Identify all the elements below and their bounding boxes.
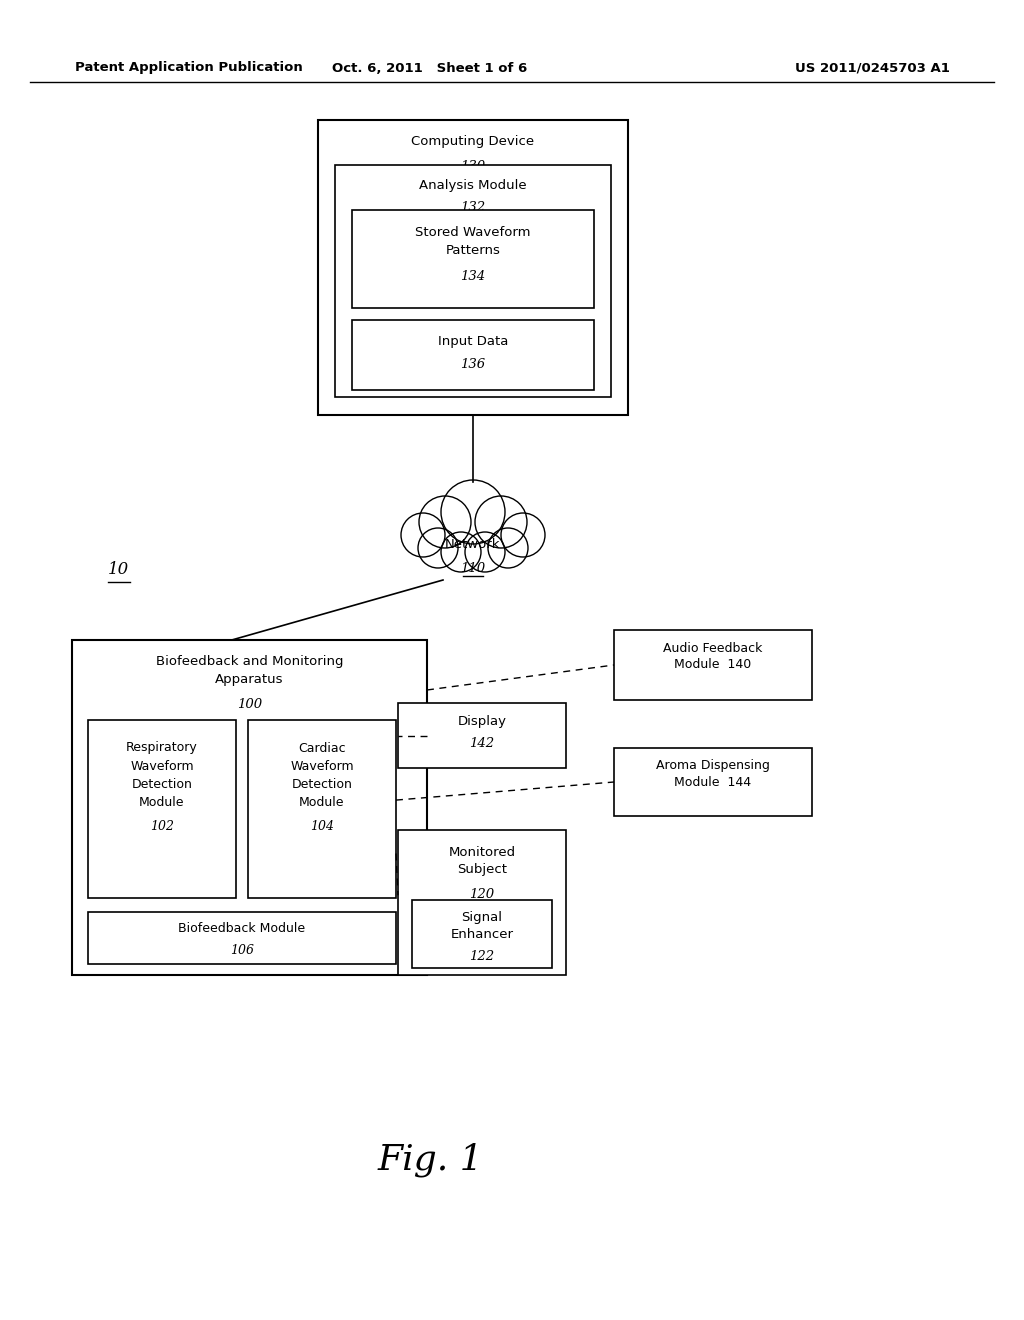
- Bar: [614, 630, 812, 700]
- Bar: [352, 319, 594, 389]
- Text: 130: 130: [461, 160, 485, 173]
- Bar: [406, 520, 541, 570]
- Bar: [352, 210, 594, 308]
- Text: 100: 100: [237, 698, 262, 711]
- Text: Module: Module: [299, 796, 345, 808]
- Bar: [72, 640, 427, 975]
- Circle shape: [418, 528, 458, 568]
- Text: Network: Network: [445, 539, 501, 552]
- Text: Oct. 6, 2011   Sheet 1 of 6: Oct. 6, 2011 Sheet 1 of 6: [333, 62, 527, 74]
- Text: Monitored: Monitored: [449, 846, 515, 858]
- Text: Apparatus: Apparatus: [215, 673, 284, 686]
- Text: Module: Module: [139, 796, 184, 808]
- Bar: [88, 912, 396, 964]
- Text: Module  140: Module 140: [675, 657, 752, 671]
- Text: US 2011/0245703 A1: US 2011/0245703 A1: [795, 62, 950, 74]
- Circle shape: [441, 532, 481, 572]
- Text: Enhancer: Enhancer: [451, 928, 513, 940]
- Bar: [88, 719, 236, 898]
- Circle shape: [501, 513, 545, 557]
- Text: Stored Waveform: Stored Waveform: [416, 226, 530, 239]
- Bar: [398, 830, 566, 975]
- Text: Fig. 1: Fig. 1: [377, 1143, 483, 1177]
- Text: Respiratory: Respiratory: [126, 742, 198, 755]
- Text: Module  144: Module 144: [675, 776, 752, 788]
- Circle shape: [419, 496, 471, 548]
- Text: Waveform: Waveform: [290, 759, 354, 772]
- Circle shape: [401, 513, 445, 557]
- Text: Computing Device: Computing Device: [412, 136, 535, 149]
- Bar: [412, 900, 552, 968]
- Text: 136: 136: [461, 358, 485, 371]
- Text: Biofeedback and Monitoring: Biofeedback and Monitoring: [156, 656, 343, 668]
- Text: Subject: Subject: [457, 863, 507, 876]
- Text: Patent Application Publication: Patent Application Publication: [75, 62, 303, 74]
- Text: 122: 122: [469, 950, 495, 964]
- Text: 10: 10: [108, 561, 129, 578]
- Circle shape: [465, 532, 505, 572]
- Text: 102: 102: [150, 820, 174, 833]
- Text: 134: 134: [461, 271, 485, 282]
- Text: 110: 110: [461, 562, 485, 576]
- Text: 106: 106: [230, 944, 254, 957]
- Text: Display: Display: [458, 714, 507, 727]
- Text: Detection: Detection: [292, 777, 352, 791]
- Text: Analysis Module: Analysis Module: [419, 178, 526, 191]
- Text: Aroma Dispensing: Aroma Dispensing: [656, 759, 770, 772]
- Text: 142: 142: [469, 737, 495, 750]
- Bar: [318, 120, 628, 414]
- Circle shape: [488, 528, 528, 568]
- Text: Biofeedback Module: Biofeedback Module: [178, 921, 305, 935]
- Bar: [398, 704, 566, 768]
- Text: Patterns: Patterns: [445, 243, 501, 256]
- Text: Signal: Signal: [462, 912, 503, 924]
- Bar: [248, 719, 396, 898]
- Text: 120: 120: [469, 888, 495, 902]
- Text: Waveform: Waveform: [130, 759, 194, 772]
- Circle shape: [441, 480, 505, 544]
- Circle shape: [475, 496, 527, 548]
- Bar: [418, 535, 528, 565]
- Text: 104: 104: [310, 820, 334, 833]
- Text: Cardiac: Cardiac: [298, 742, 346, 755]
- Bar: [335, 165, 611, 397]
- Text: Detection: Detection: [131, 777, 193, 791]
- Bar: [614, 748, 812, 816]
- Text: Audio Feedback: Audio Feedback: [664, 642, 763, 655]
- Text: 132: 132: [461, 201, 485, 214]
- Text: Input Data: Input Data: [438, 335, 508, 348]
